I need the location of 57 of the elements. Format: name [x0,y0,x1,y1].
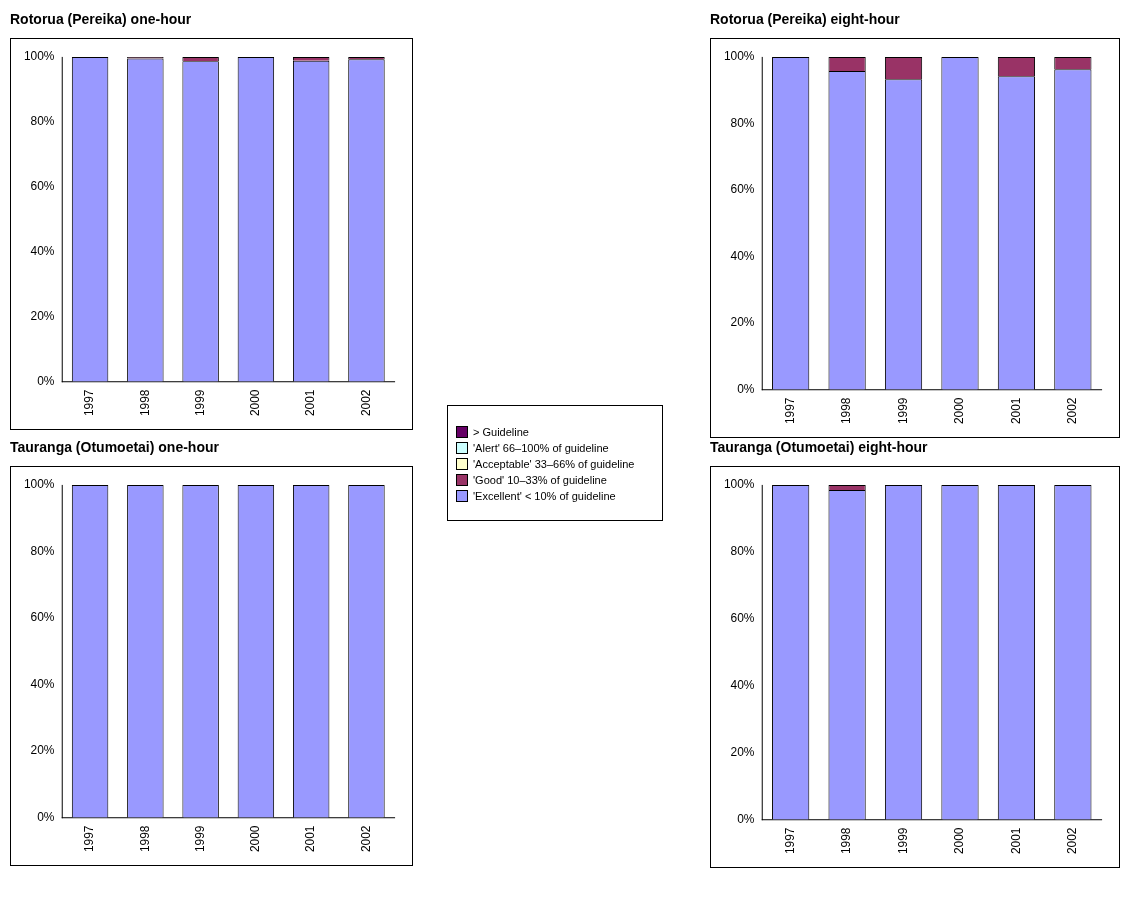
legend-label: > Guideline [473,426,529,438]
y-tick-label: 60% [730,611,755,626]
x-tick-label: 1997 [82,825,97,853]
x-tick-label: 1999 [192,825,207,853]
y-tick-label: 60% [30,179,55,194]
y-tick-label: 80% [730,115,755,130]
x-tick-label: 2002 [358,825,373,853]
y-tick-label: 0% [737,811,755,826]
x-tick-label: 1998 [839,827,854,855]
y-tick-label: 0% [37,373,55,388]
x-tick-label: 2002 [1065,397,1080,425]
x-tick-label: 1999 [192,389,207,417]
x-tick-label: 2002 [358,389,373,417]
legend-label: 'Alert' 66–100% of guideline [473,442,609,454]
chart-title: Rotorua (Pereika) eight-hour [710,10,901,29]
x-tick-label: 1997 [782,397,797,425]
x-tick-label: 2001 [1008,397,1023,425]
y-tick-label: 20% [30,743,55,758]
y-tick-label: 40% [730,248,755,263]
y-tick-label: 100% [723,477,755,492]
x-tick-label: 1999 [895,397,910,425]
chart-title: Tauranga (Otumoetai) one-hour [10,438,220,457]
x-tick-label: 2001 [303,825,318,853]
legend-label: 'Excellent' < 10% of guideline [473,490,616,502]
x-tick-label: 2002 [1065,827,1080,855]
y-tick-label: 20% [730,315,755,330]
y-tick-label: 40% [30,243,55,258]
y-tick-label: 0% [37,809,55,824]
x-tick-label: 2000 [248,389,263,417]
y-tick-label: 100% [23,49,55,64]
y-tick-label: 60% [730,182,755,197]
x-tick-label: 1998 [137,825,152,853]
y-tick-label: 80% [30,114,55,129]
y-tick-label: 100% [23,477,55,492]
x-tick-label: 1998 [839,397,854,425]
legend-label: 'Acceptable' 33–66% of guideline [473,458,635,470]
y-tick-label: 100% [723,49,755,64]
legend-label: 'Good' 10–33% of guideline [473,474,607,486]
x-tick-label: 1999 [895,827,910,855]
y-tick-label: 40% [30,676,55,691]
x-tick-label: 2001 [1008,827,1023,855]
x-tick-label: 1998 [137,389,152,417]
y-tick-label: 80% [730,544,755,559]
x-tick-label: 2000 [952,397,967,425]
y-tick-label: 20% [30,308,55,323]
x-tick-label: 2001 [303,389,318,417]
y-tick-label: 80% [30,543,55,558]
y-tick-label: 40% [730,677,755,692]
x-tick-label: 1997 [82,389,97,417]
chart-title: Rotorua (Pereika) one-hour [10,10,193,29]
x-tick-label: 2000 [248,825,263,853]
y-tick-label: 0% [737,381,755,396]
y-tick-label: 20% [730,744,755,759]
y-tick-label: 60% [30,610,55,625]
x-tick-label: 2000 [952,827,967,855]
chart-title: Tauranga (Otumoetai) eight-hour [710,438,929,457]
x-tick-label: 1997 [782,827,797,855]
